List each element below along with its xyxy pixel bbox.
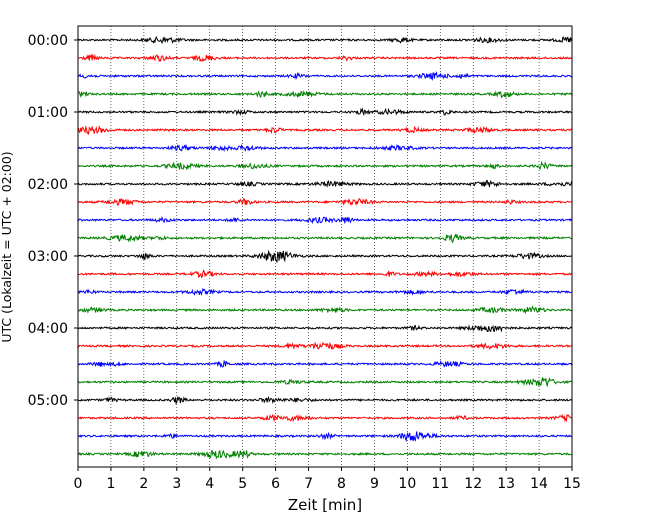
trace-line (77, 269, 573, 279)
trace-line (77, 359, 573, 368)
seismic-traces (77, 35, 573, 460)
trace-line (77, 53, 573, 63)
y-tick-label: 01:00 (28, 105, 68, 121)
trace-line (77, 341, 573, 351)
y-tick-label: 04:00 (28, 321, 68, 337)
trace-line (77, 179, 573, 188)
y-tick-label: 02:00 (28, 177, 68, 193)
trace-line (77, 70, 573, 81)
trace-line (77, 376, 573, 388)
x-tick-label: 6 (271, 476, 280, 492)
y-tick-label: 05:00 (28, 393, 68, 409)
x-tick-label: 13 (497, 476, 515, 492)
x-tick-label: 11 (431, 476, 449, 492)
x-tick-label: 2 (139, 476, 148, 492)
plot-frame (77, 25, 573, 468)
trace-line (77, 160, 573, 171)
trace-line (77, 324, 573, 333)
y-tick-label: 03:00 (28, 249, 68, 265)
trace-line (77, 395, 573, 405)
trace-line (77, 305, 573, 315)
y-axis-ticks: 00:00 01:00 02:00 03:00 04:00 05:00 (28, 33, 78, 409)
trace-line (77, 233, 573, 244)
x-tick-label: 8 (337, 476, 346, 492)
x-tick-label: 4 (205, 476, 214, 492)
trace-line (77, 215, 573, 225)
trace-line (77, 125, 573, 136)
trace-line (77, 107, 573, 117)
x-tick-label: 10 (398, 476, 416, 492)
x-tick-label: 14 (530, 476, 548, 492)
x-tick-label: 3 (172, 476, 181, 492)
trace-line (77, 431, 573, 443)
trace-line (77, 449, 573, 460)
trace-line (77, 90, 573, 99)
x-axis-label: Zeit [min] (288, 496, 362, 514)
trace-line (77, 143, 573, 152)
x-tick-label: 0 (74, 476, 83, 492)
trace-line (77, 249, 573, 264)
x-axis-ticks: 0 1 2 3 4 5 6 7 8 9 10 11 12 13 14 15 (74, 467, 581, 492)
x-tick-label: 7 (304, 476, 313, 492)
trace-line (77, 197, 573, 207)
trace-line (77, 287, 573, 296)
trace-line (77, 35, 573, 45)
x-tick-label: 12 (464, 476, 482, 492)
x-tick-label: 9 (370, 476, 379, 492)
y-tick-label: 00:00 (28, 33, 68, 49)
x-tick-label: 1 (106, 476, 115, 492)
x-tick-label: 5 (238, 476, 247, 492)
x-tick-label: 15 (563, 476, 581, 492)
trace-line (77, 413, 573, 423)
y-axis-label: UTC (Lokalzeit = UTC + 02:00) (0, 151, 14, 342)
